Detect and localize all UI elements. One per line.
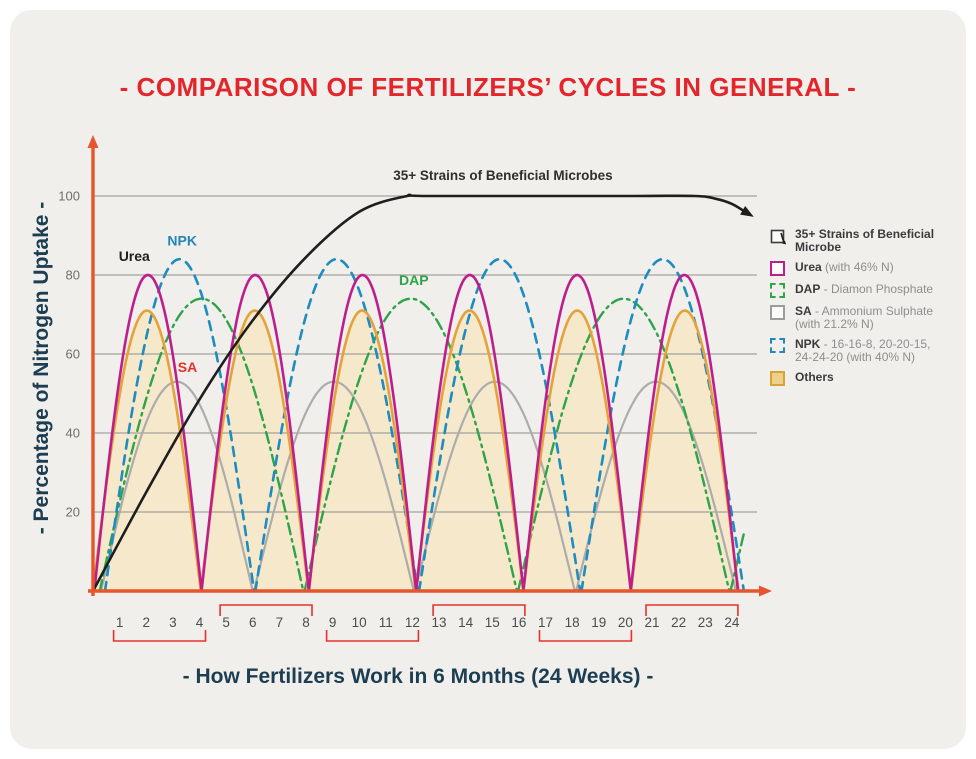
curve-others <box>91 309 740 593</box>
y-tick-40: 40 <box>66 426 80 441</box>
week-tick-7: 7 <box>276 615 284 630</box>
x-axis-title: - How Fertilizers Work in 6 Months (24 W… <box>182 665 654 688</box>
week-tick-20: 20 <box>618 615 633 630</box>
week-tick-9: 9 <box>329 615 337 630</box>
week-tick-1: 1 <box>116 615 124 630</box>
curve-label-dap: DAP <box>399 272 429 288</box>
legend-item-dap: DAP - Diamon Phosphate <box>770 283 975 298</box>
week-tick-17: 17 <box>538 615 553 630</box>
week-tick-13: 13 <box>432 615 447 630</box>
curve-label-sa: SA <box>178 359 197 375</box>
week-group-bracket-21-24 <box>645 604 739 616</box>
legend: 35+ Strains of Beneficial Microbe Urea (… <box>770 228 975 386</box>
week-group-bracket-1-4 <box>112 630 207 642</box>
legend-label: 35+ Strains of Beneficial Microbe <box>795 227 935 254</box>
microbes-swatch-icon <box>770 229 787 245</box>
week-group-bracket-17-20 <box>538 630 633 642</box>
legend-label: NPK - 16-16-8, 20-20-15, 24-24-20 (with … <box>795 337 931 364</box>
microbes-arrowhead-icon <box>740 206 754 217</box>
sa-swatch-icon <box>770 305 785 320</box>
y-tick-80: 80 <box>66 268 80 283</box>
week-tick-12: 12 <box>405 615 420 630</box>
y-tick-60: 60 <box>66 347 80 362</box>
page-title: - COMPARISON OF FERTILIZERS’ CYCLES IN G… <box>119 72 857 102</box>
week-tick-18: 18 <box>565 615 580 630</box>
microbes-annotation: 35+ Strains of Beneficial Microbes <box>393 168 612 183</box>
y-axis-title: - Percentage of Nitrogen Uptake - <box>30 201 53 535</box>
week-tick-4: 4 <box>196 615 204 630</box>
week-group-bracket-5-8 <box>219 604 313 616</box>
legend-label: Others <box>795 370 834 384</box>
legend-item-others: Others <box>770 371 975 386</box>
legend-label: SA - Ammonium Sulphate (with 21.2% N) <box>795 304 934 331</box>
x-axis-arrow-icon <box>759 585 772 597</box>
dap-swatch-icon <box>770 283 785 298</box>
y-tick-20: 20 <box>66 505 80 520</box>
legend-label: Urea (with 46% N) <box>795 260 894 274</box>
legend-item-urea: Urea (with 46% N) <box>770 261 975 276</box>
y-tick-100: 100 <box>58 189 80 204</box>
week-tick-24: 24 <box>724 615 740 630</box>
week-group-bracket-9-12 <box>325 630 420 642</box>
week-tick-5: 5 <box>222 615 230 630</box>
week-tick-10: 10 <box>352 615 367 630</box>
curve-npk <box>103 257 746 593</box>
legend-item-sa: SA - Ammonium Sulphate (with 21.2% N) <box>770 305 975 331</box>
y-axis-arrow-icon <box>87 135 99 148</box>
week-tick-8: 8 <box>302 615 310 630</box>
week-tick-15: 15 <box>485 615 500 630</box>
npk-swatch-icon <box>770 338 785 353</box>
legend-item-microbes: 35+ Strains of Beneficial Microbe <box>770 228 975 254</box>
curve-label-urea: Urea <box>119 248 150 264</box>
others-swatch-icon <box>770 371 785 386</box>
week-tick-16: 16 <box>511 615 526 630</box>
curve-urea <box>93 273 740 593</box>
urea-swatch-icon <box>770 261 785 276</box>
week-tick-11: 11 <box>379 615 393 630</box>
others-fill-area <box>93 310 739 591</box>
legend-item-npk: NPK - 16-16-8, 20-20-15, 24-24-20 (with … <box>770 338 975 364</box>
week-group-bracket-13-16 <box>432 604 526 616</box>
week-tick-2: 2 <box>142 615 150 630</box>
curve-35+ <box>91 193 747 593</box>
legend-label: DAP - Diamon Phosphate <box>795 282 934 296</box>
week-tick-14: 14 <box>458 615 474 630</box>
week-tick-22: 22 <box>671 615 686 630</box>
week-tick-23: 23 <box>698 615 713 630</box>
week-tick-21: 21 <box>645 615 660 630</box>
curve-label-npk: NPK <box>167 232 197 248</box>
week-tick-3: 3 <box>169 615 177 630</box>
week-tick-19: 19 <box>591 615 606 630</box>
week-tick-6: 6 <box>249 615 257 630</box>
